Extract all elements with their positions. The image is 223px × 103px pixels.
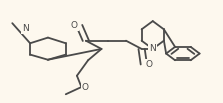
Text: O: O bbox=[145, 60, 152, 69]
Text: N: N bbox=[149, 44, 156, 53]
Text: O: O bbox=[71, 21, 78, 30]
Text: N: N bbox=[22, 24, 29, 33]
Text: O: O bbox=[82, 83, 89, 92]
